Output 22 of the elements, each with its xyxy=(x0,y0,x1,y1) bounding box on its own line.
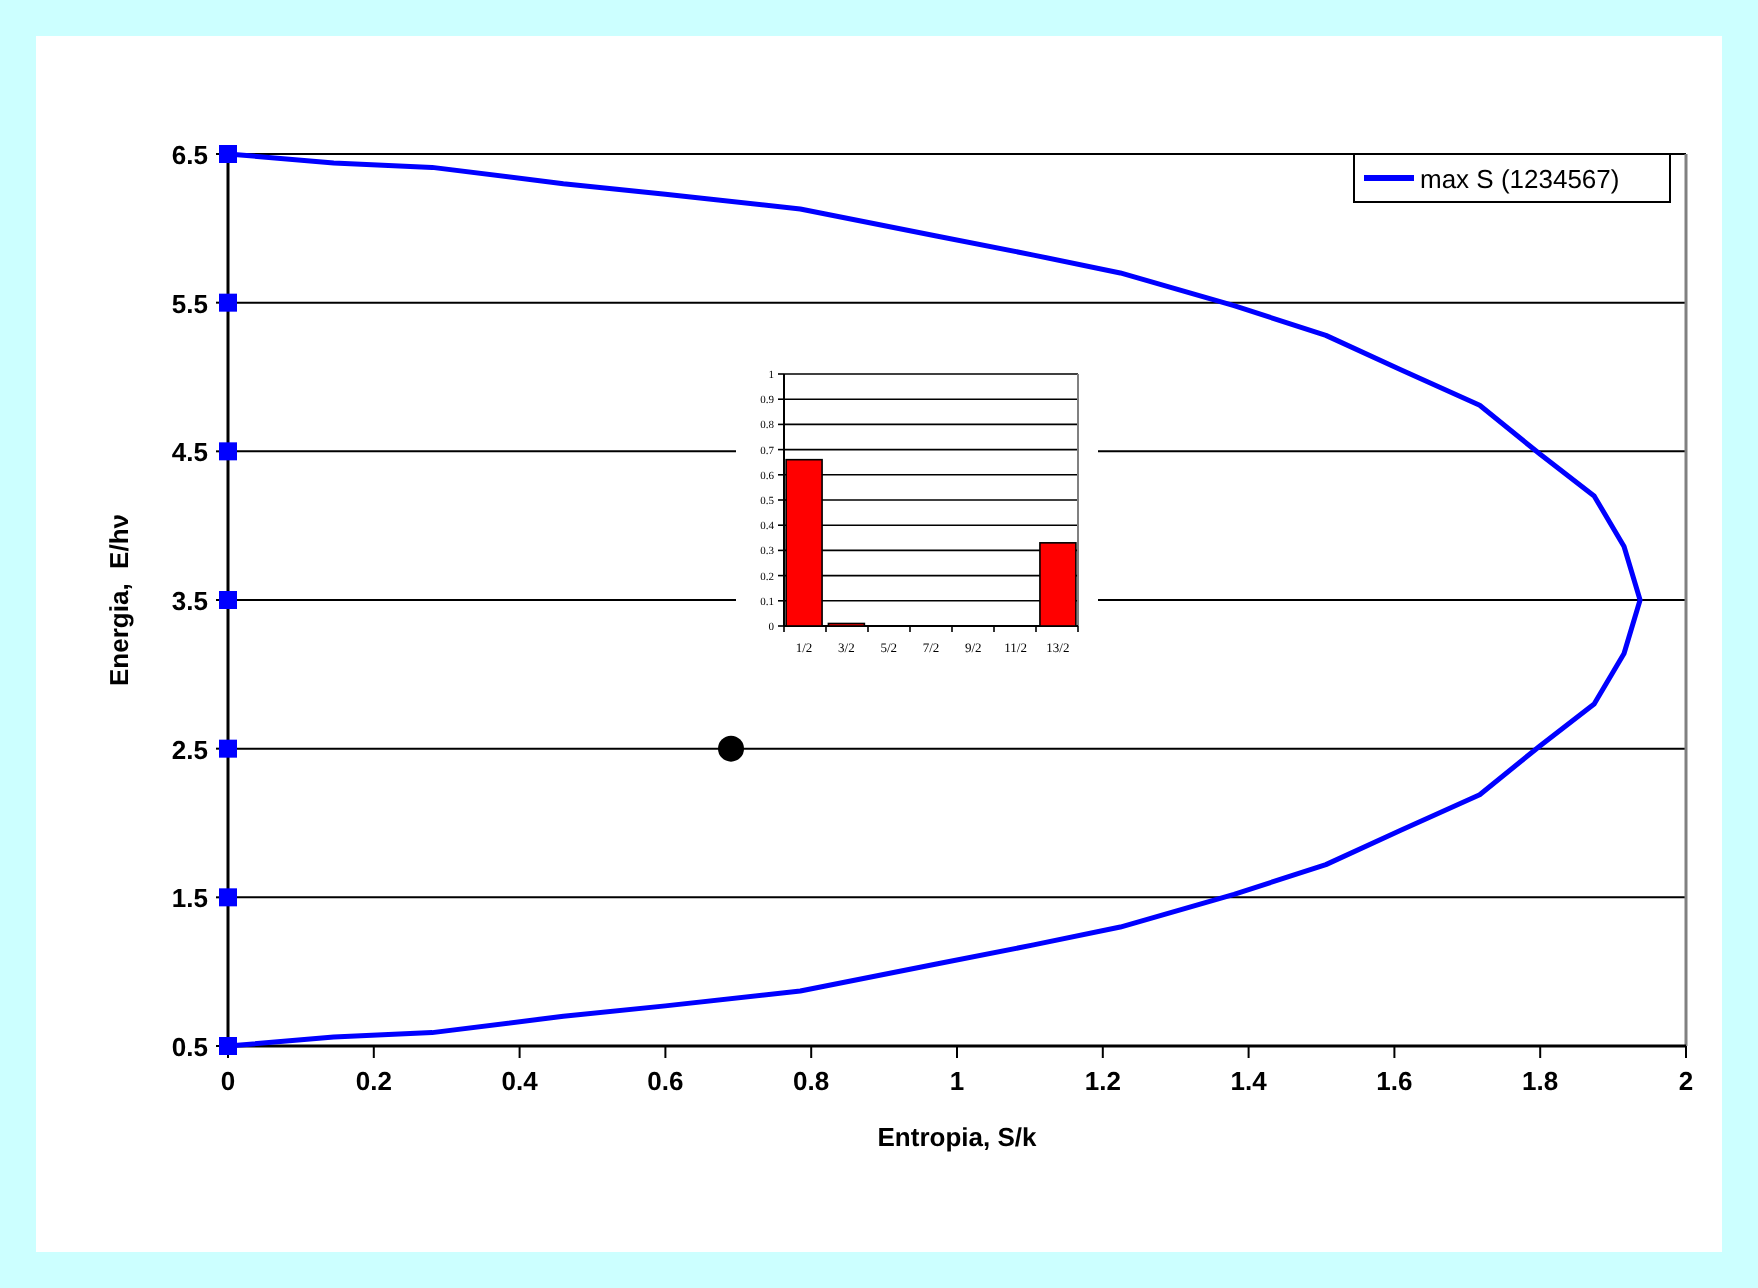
y-axis-title: Energia, E/hν xyxy=(104,514,134,686)
y-tick-label: 2.5 xyxy=(171,734,208,765)
x-tick-label: 1 xyxy=(949,1066,965,1096)
point xyxy=(718,735,745,762)
y-tick-label: 4.5 xyxy=(171,437,208,468)
x-tick-label: 0.6 xyxy=(647,1066,684,1096)
x-tick-label: 1.6 xyxy=(1376,1066,1413,1096)
x-tick-label: 0 xyxy=(220,1066,236,1096)
x-tick-label: 0.8 xyxy=(793,1066,830,1096)
x-tick-label: 1.4 xyxy=(1230,1066,1269,1096)
x-tick-label: 2 xyxy=(1678,1066,1694,1096)
x-tick-label: 1.2 xyxy=(1084,1066,1121,1096)
y-tick-label: 3.5 xyxy=(171,586,208,616)
y-tick-label: 6.5 xyxy=(171,140,208,170)
x-tick-label: 0.2 xyxy=(355,1066,392,1096)
y-tick-label: 1.5 xyxy=(171,883,208,914)
x-tick-label: 1.8 xyxy=(1522,1066,1559,1096)
x-tick-label: 0.4 xyxy=(501,1066,540,1096)
y-tick-label: 0.5 xyxy=(171,1032,208,1062)
y-tick-label: 5.5 xyxy=(171,288,208,319)
legend-label: max S (1234567) xyxy=(1420,164,1620,194)
x-axis-title: Entropia, S/k xyxy=(877,1122,1038,1152)
